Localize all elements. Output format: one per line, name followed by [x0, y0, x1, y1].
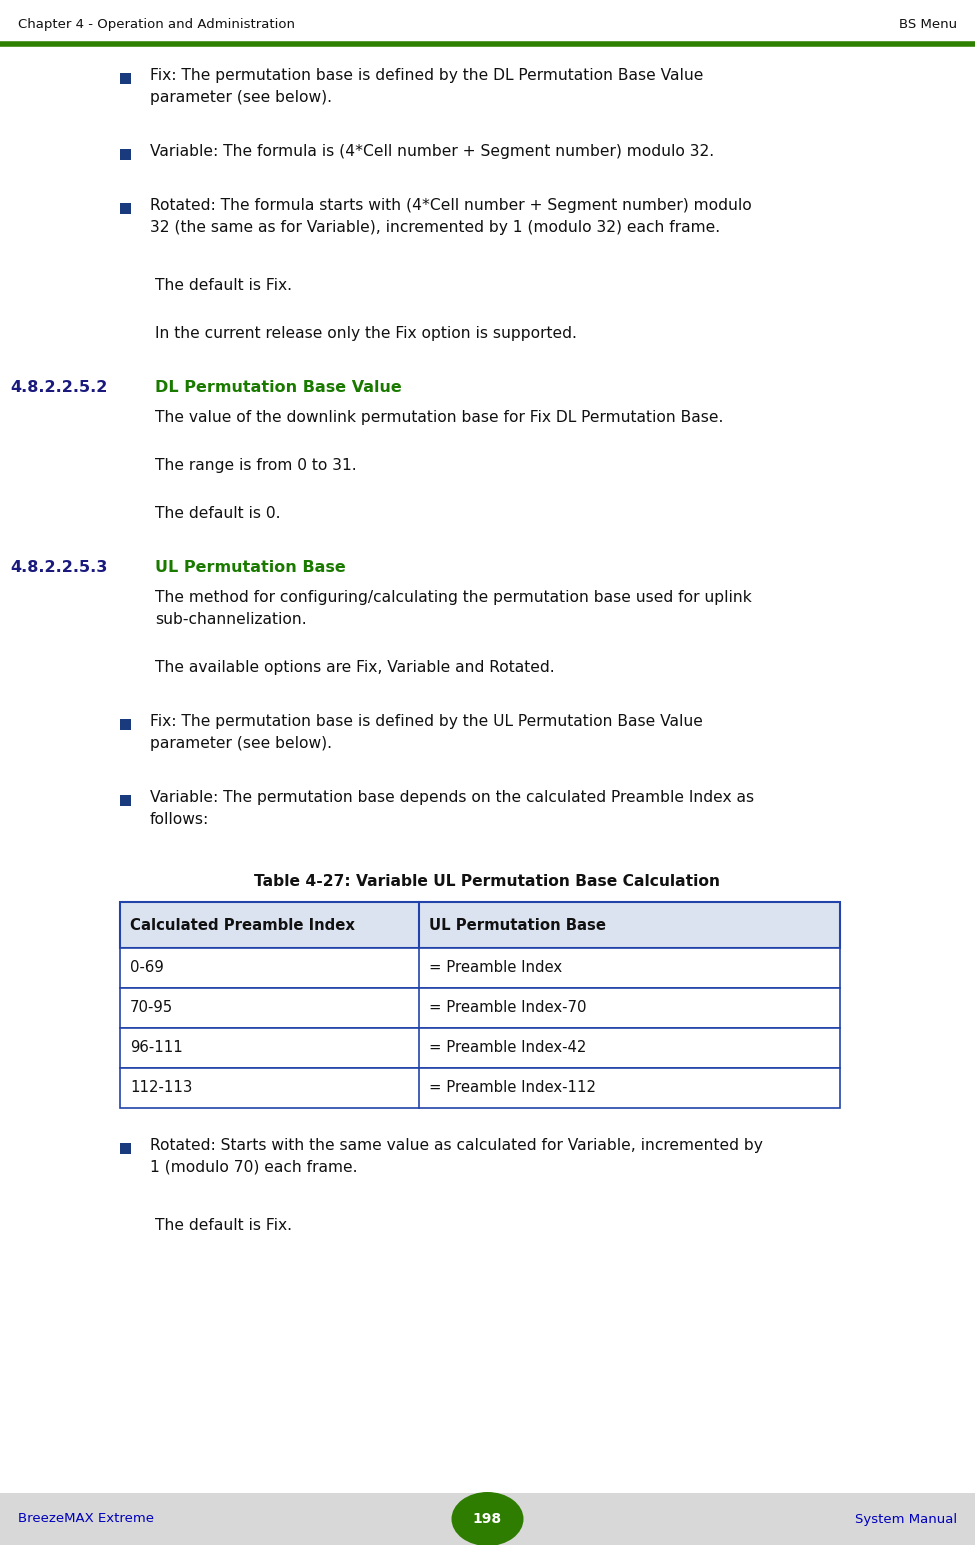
Text: System Manual: System Manual	[855, 1513, 957, 1525]
Text: BreezeMAX Extreme: BreezeMAX Extreme	[18, 1513, 154, 1525]
Text: UL Permutation Base: UL Permutation Base	[429, 918, 605, 933]
Text: Variable: The permutation base depends on the calculated Preamble Index as: Variable: The permutation base depends o…	[150, 789, 754, 805]
Bar	[120, 148, 131, 161]
Text: = Preamble Index-112: = Preamble Index-112	[429, 1080, 596, 1095]
Bar	[120, 1068, 840, 1108]
Text: Table 4-27: Variable UL Permutation Base Calculation: Table 4-27: Variable UL Permutation Base…	[254, 874, 721, 888]
Bar	[120, 202, 131, 215]
Text: 96-111: 96-111	[130, 1040, 182, 1055]
Text: 4.8.2.2.5.2: 4.8.2.2.5.2	[10, 380, 107, 396]
Text: parameter (see below).: parameter (see below).	[150, 735, 332, 751]
Text: The default is Fix.: The default is Fix.	[155, 1217, 292, 1233]
Bar	[120, 796, 131, 806]
Bar	[120, 902, 840, 949]
Text: 32 (the same as for Variable), incremented by 1 (modulo 32) each frame.: 32 (the same as for Variable), increment…	[150, 219, 721, 235]
Bar	[0, 1492, 975, 1545]
Text: The available options are Fix, Variable and Rotated.: The available options are Fix, Variable …	[155, 660, 555, 675]
Text: = Preamble Index-70: = Preamble Index-70	[429, 1001, 586, 1015]
Bar	[120, 949, 840, 987]
Text: 0-69: 0-69	[130, 961, 164, 975]
Text: Fix: The permutation base is defined by the DL Permutation Base Value: Fix: The permutation base is defined by …	[150, 68, 703, 83]
Text: Fix: The permutation base is defined by the UL Permutation Base Value: Fix: The permutation base is defined by …	[150, 714, 703, 729]
Text: 4.8.2.2.5.3: 4.8.2.2.5.3	[10, 559, 107, 575]
Text: 198: 198	[473, 1513, 502, 1526]
Bar	[120, 718, 131, 729]
Text: follows:: follows:	[150, 813, 210, 827]
Text: sub-channelization.: sub-channelization.	[155, 612, 306, 627]
Ellipse shape	[451, 1492, 524, 1545]
Text: = Preamble Index-42: = Preamble Index-42	[429, 1040, 586, 1055]
Bar	[120, 73, 131, 83]
Text: The default is 0.: The default is 0.	[155, 507, 281, 521]
Text: 1 (modulo 70) each frame.: 1 (modulo 70) each frame.	[150, 1160, 358, 1176]
Bar	[120, 1143, 131, 1154]
Text: UL Permutation Base: UL Permutation Base	[155, 559, 346, 575]
Text: = Preamble Index: = Preamble Index	[429, 961, 562, 975]
Text: The range is from 0 to 31.: The range is from 0 to 31.	[155, 457, 357, 473]
Text: Chapter 4 - Operation and Administration: Chapter 4 - Operation and Administration	[18, 19, 295, 31]
Text: Rotated: The formula starts with (4*Cell number + Segment number) modulo: Rotated: The formula starts with (4*Cell…	[150, 198, 752, 213]
Text: In the current release only the Fix option is supported.: In the current release only the Fix opti…	[155, 326, 577, 341]
Text: The method for configuring/calculating the permutation base used for uplink: The method for configuring/calculating t…	[155, 590, 752, 606]
Bar	[120, 987, 840, 1027]
Text: Variable: The formula is (4*Cell number + Segment number) modulo 32.: Variable: The formula is (4*Cell number …	[150, 144, 714, 159]
Bar	[120, 1027, 840, 1068]
Text: Calculated Preamble Index: Calculated Preamble Index	[130, 918, 355, 933]
Text: Rotated: Starts with the same value as calculated for Variable, incremented by: Rotated: Starts with the same value as c…	[150, 1139, 762, 1153]
Text: The value of the downlink permutation base for Fix DL Permutation Base.: The value of the downlink permutation ba…	[155, 409, 723, 425]
Text: parameter (see below).: parameter (see below).	[150, 90, 332, 105]
Text: 112-113: 112-113	[130, 1080, 192, 1095]
Text: 70-95: 70-95	[130, 1001, 174, 1015]
Text: DL Permutation Base Value: DL Permutation Base Value	[155, 380, 402, 396]
Text: The default is Fix.: The default is Fix.	[155, 278, 292, 294]
Text: BS Menu: BS Menu	[899, 19, 957, 31]
